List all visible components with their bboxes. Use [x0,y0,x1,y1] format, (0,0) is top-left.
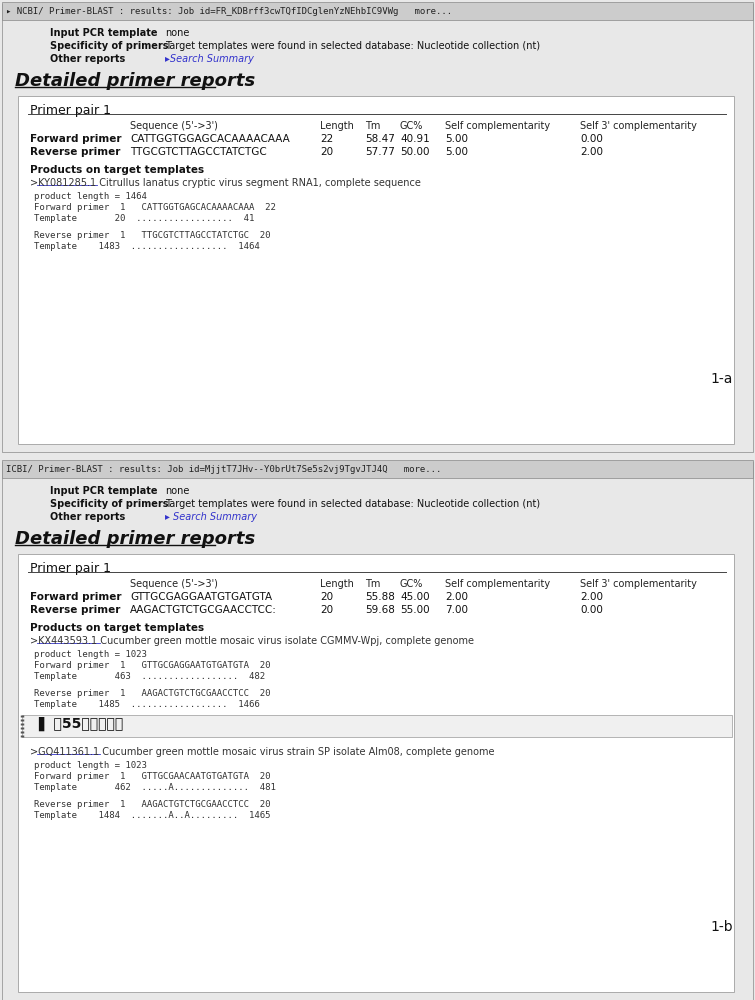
Text: 20: 20 [320,592,333,602]
Text: Input PCR template: Input PCR template [50,28,158,38]
Text: Template       462  .....A..............  481: Template 462 .....A.............. 481 [34,783,276,792]
Text: 2.00: 2.00 [580,147,603,157]
Text: AAGACTGTCTGCGAACCTCC:: AAGACTGTCTGCGAACCTCC: [130,605,277,615]
Text: ▸ NCBI/ Primer-BLAST : results: Job id=FR_KDBrff3cwTQfIDCglenYzNEhbIC9VWg   more: ▸ NCBI/ Primer-BLAST : results: Job id=F… [6,6,452,15]
Text: Self complementarity: Self complementarity [445,579,550,589]
Text: Forward primer  1   GTTGCGAACAATGTGATGTA  20: Forward primer 1 GTTGCGAACAATGTGATGTA 20 [34,772,270,781]
Text: Reverse primer: Reverse primer [30,605,120,615]
Text: Length: Length [320,121,354,131]
Text: Forward primer  1   GTTGCGAGGAATGTGATGTA  20: Forward primer 1 GTTGCGAGGAATGTGATGTA 20 [34,661,270,670]
FancyBboxPatch shape [18,554,734,992]
Text: 58.47: 58.47 [365,134,395,144]
Text: Other reports: Other reports [50,512,125,522]
Text: 5.00: 5.00 [445,134,468,144]
Text: Reverse primer  1   AAGACTGTCTGCGAACCTCC  20: Reverse primer 1 AAGACTGTCTGCGAACCTCC 20 [34,800,270,809]
Text: Sequence (5'->3'): Sequence (5'->3') [130,121,218,131]
Text: Self complementarity: Self complementarity [445,121,550,131]
Text: none: none [165,486,190,496]
Text: Forward primer: Forward primer [30,134,122,144]
Text: 2.00: 2.00 [445,592,468,602]
Text: Sequence (5'->3'): Sequence (5'->3') [130,579,218,589]
Text: 5.00: 5.00 [445,147,468,157]
Text: product length = 1023: product length = 1023 [34,650,147,659]
Text: 20: 20 [320,147,333,157]
Text: Length: Length [320,579,354,589]
Text: 45.00: 45.00 [400,592,430,602]
Text: Primer pair 1: Primer pair 1 [30,104,111,117]
Text: Self 3' complementarity: Self 3' complementarity [580,579,697,589]
Text: Products on target templates: Products on target templates [30,165,204,175]
Text: Template       20  ..................  41: Template 20 .................. 41 [34,214,254,223]
Text: Template    1484  .......A..A.........  1465: Template 1484 .......A..A......... 1465 [34,811,270,820]
Text: 55.00: 55.00 [400,605,430,615]
Text: ▸ Search Summary: ▸ Search Summary [165,512,257,522]
FancyBboxPatch shape [2,462,753,1000]
Text: Other reports: Other reports [50,54,125,64]
Text: >KY081285.1 Citrullus lanatus cryptic virus segment RNA1, complete sequence: >KY081285.1 Citrullus lanatus cryptic vi… [30,178,421,188]
FancyBboxPatch shape [22,715,732,737]
Text: product length = 1023: product length = 1023 [34,761,147,770]
Text: Detailed primer reports: Detailed primer reports [15,72,255,90]
Text: Specificity of primers: Specificity of primers [50,41,168,51]
Text: >GQ411361.1 Cucumber green mottle mosaic virus strain SP isolate Alm08, complete: >GQ411361.1 Cucumber green mottle mosaic… [30,747,495,757]
Text: Template       463  ..................  482: Template 463 .................. 482 [34,672,265,681]
Text: Reverse primer: Reverse primer [30,147,120,157]
Text: none: none [165,28,190,38]
Text: ▌ 共55条检索结果: ▌ 共55条检索结果 [38,717,123,731]
FancyBboxPatch shape [2,460,753,478]
Text: Template    1483  ..................  1464: Template 1483 .................. 1464 [34,242,260,251]
FancyBboxPatch shape [2,2,753,20]
Text: GC%: GC% [400,121,424,131]
Text: >KX443593.1 Cucumber green mottle mosaic virus isolate CGMMV-Wpj, complete genom: >KX443593.1 Cucumber green mottle mosaic… [30,636,474,646]
Text: 20: 20 [320,605,333,615]
Text: Input PCR template: Input PCR template [50,486,158,496]
Text: 0.00: 0.00 [580,134,603,144]
Text: Reverse primer  1   TTGCGTCTTAGCCTATCTGC  20: Reverse primer 1 TTGCGTCTTAGCCTATCTGC 20 [34,231,270,240]
FancyBboxPatch shape [18,96,734,444]
Text: 22: 22 [320,134,333,144]
Text: Forward primer  1   CATTGGTGAGCACAAAACAAA  22: Forward primer 1 CATTGGTGAGCACAAAACAAA 2… [34,203,276,212]
Text: 0.00: 0.00 [580,605,603,615]
FancyBboxPatch shape [2,4,753,452]
Text: 50.00: 50.00 [400,147,430,157]
Text: Self 3' complementarity: Self 3' complementarity [580,121,697,131]
Text: 7.00: 7.00 [445,605,468,615]
Text: 40.91: 40.91 [400,134,430,144]
Text: 1-b: 1-b [710,920,732,934]
Text: Forward primer: Forward primer [30,592,122,602]
Text: Primer pair 1: Primer pair 1 [30,562,111,575]
Text: Target templates were found in selected database: Nucleotide collection (nt): Target templates were found in selected … [165,41,540,51]
Text: Target templates were found in selected database: Nucleotide collection (nt): Target templates were found in selected … [165,499,540,509]
Text: Detailed primer reports: Detailed primer reports [15,530,255,548]
Text: Specificity of primers: Specificity of primers [50,499,168,509]
Text: Tm: Tm [365,579,381,589]
Text: Tm: Tm [365,121,381,131]
Text: ▸Search Summary: ▸Search Summary [165,54,254,64]
Text: Products on target templates: Products on target templates [30,623,204,633]
Text: TTGCGTCTTAGCCTATCTGC: TTGCGTCTTAGCCTATCTGC [130,147,267,157]
Text: ICBI/ Primer-BLAST : results: Job id=MjjtT7JHv--Y0brUt7Se5s2vj9TgvJTJ4Q   more..: ICBI/ Primer-BLAST : results: Job id=Mjj… [6,464,442,474]
Text: CATTGGTGGAGCACAAAACAAA: CATTGGTGGAGCACAAAACAAA [130,134,290,144]
Text: Reverse primer  1   AAGACTGTCTGCGAACCTCC  20: Reverse primer 1 AAGACTGTCTGCGAACCTCC 20 [34,689,270,698]
Text: 1-a: 1-a [710,372,732,386]
Text: 57.77: 57.77 [365,147,395,157]
Text: 2.00: 2.00 [580,592,603,602]
Text: Template    1485  ..................  1466: Template 1485 .................. 1466 [34,700,260,709]
Text: product length = 1464: product length = 1464 [34,192,147,201]
Text: 59.68: 59.68 [365,605,395,615]
Text: GTTGCGAGGAATGTGATGTA: GTTGCGAGGAATGTGATGTA [130,592,272,602]
Text: 55.88: 55.88 [365,592,395,602]
Text: GC%: GC% [400,579,424,589]
